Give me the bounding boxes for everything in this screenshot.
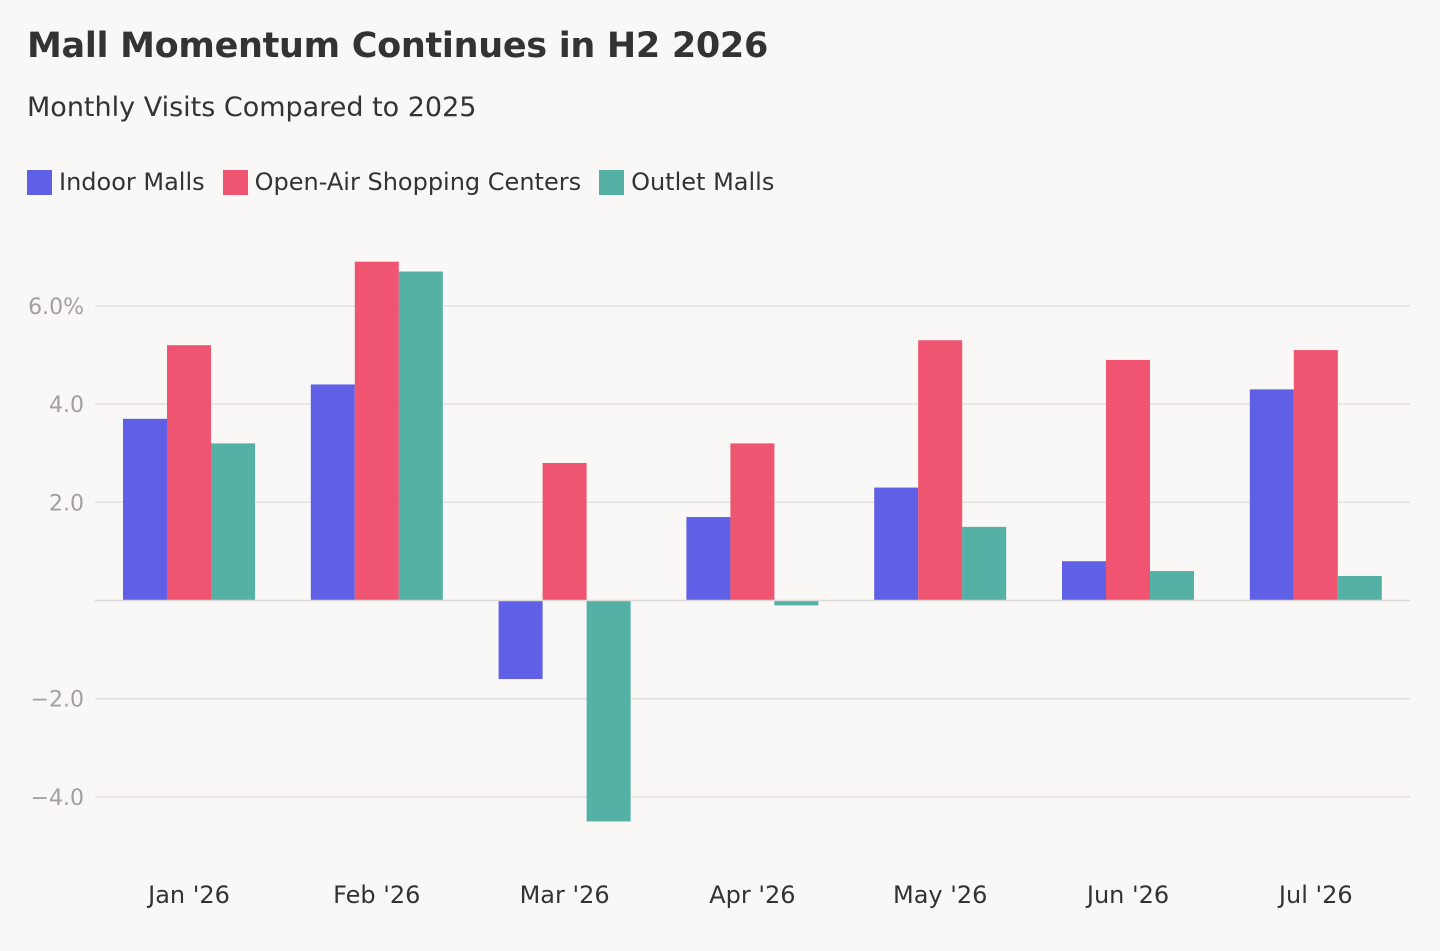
legend-swatch-indoor-malls: [27, 169, 52, 195]
bar-open-air-shopping-centers-4[interactable]: [918, 340, 963, 601]
bar-indoor-malls-6[interactable]: [1249, 389, 1294, 601]
bar-outlet-malls-0[interactable]: [211, 443, 255, 601]
legend-item-outlet-malls[interactable]: Outlet Malls: [599, 168, 774, 196]
bar-outlet-malls-3[interactable]: [774, 600, 819, 606]
chart-subtitle: Monthly Visits Compared to 2025: [27, 92, 477, 123]
bar-open-air-shopping-centers-6[interactable]: [1293, 350, 1338, 601]
chart-title: Mall Momentum Continues in H2 2026: [27, 26, 769, 66]
y-axis-ticks: 6.0% 4.0 2.0 −2.0 −4.0: [28, 295, 84, 811]
bar-open-air-shopping-centers-2[interactable]: [542, 463, 587, 601]
bar-indoor-malls-2[interactable]: [498, 600, 543, 680]
legend: Indoor Malls Open-Air Shopping Centers O…: [27, 168, 792, 196]
legend-item-indoor-malls[interactable]: Indoor Malls: [27, 168, 205, 196]
legend-label: Open-Air Shopping Centers: [254, 168, 582, 196]
bar-outlet-malls-4[interactable]: [962, 526, 1007, 601]
y-tick-label: −4.0: [31, 786, 84, 811]
x-tick-label: Jul '26: [1277, 881, 1353, 909]
legend-label: Outlet Malls: [631, 168, 775, 196]
y-tick-label: −2.0: [31, 688, 84, 713]
bar-outlet-malls-5[interactable]: [1150, 571, 1194, 601]
bar-indoor-malls-4[interactable]: [874, 487, 919, 601]
legend-item-open-air-shopping-centers[interactable]: Open-Air Shopping Centers: [222, 168, 582, 196]
y-tick-label: 2.0: [49, 491, 84, 516]
bar-open-air-shopping-centers-5[interactable]: [1106, 359, 1150, 601]
x-tick-label: Apr '26: [709, 881, 795, 909]
legend-swatch-open-air-shopping-centers: [222, 169, 248, 195]
bar-outlet-malls-1[interactable]: [398, 271, 443, 601]
bar-indoor-malls-0[interactable]: [123, 418, 167, 601]
bar-outlet-malls-6[interactable]: [1337, 575, 1382, 601]
x-tick-label: Feb '26: [333, 881, 420, 909]
y-tick-label: 6.0%: [28, 295, 84, 320]
bar-open-air-shopping-centers-1[interactable]: [354, 261, 399, 601]
x-tick-label: Jun '26: [1085, 881, 1169, 909]
bars: [123, 261, 1382, 822]
x-tick-label: Jan '26: [146, 881, 230, 909]
bar-indoor-malls-3[interactable]: [686, 517, 731, 601]
bar-indoor-malls-5[interactable]: [1062, 561, 1106, 601]
y-tick-label: 4.0: [49, 393, 84, 418]
bar-outlet-malls-2[interactable]: [586, 600, 631, 822]
x-tick-label: May '26: [893, 881, 987, 909]
bar-indoor-malls-1[interactable]: [310, 384, 355, 601]
legend-label: Indoor Malls: [59, 168, 205, 196]
bar-open-air-shopping-centers-0[interactable]: [167, 345, 211, 601]
legend-swatch-outlet-malls: [599, 169, 625, 195]
x-tick-label: Mar '26: [520, 881, 610, 909]
bar-open-air-shopping-centers-3[interactable]: [730, 443, 775, 601]
x-axis-ticks: Jan '26 Feb '26 Mar '26 Apr '26 May '26 Jun '…: [146, 881, 1353, 909]
